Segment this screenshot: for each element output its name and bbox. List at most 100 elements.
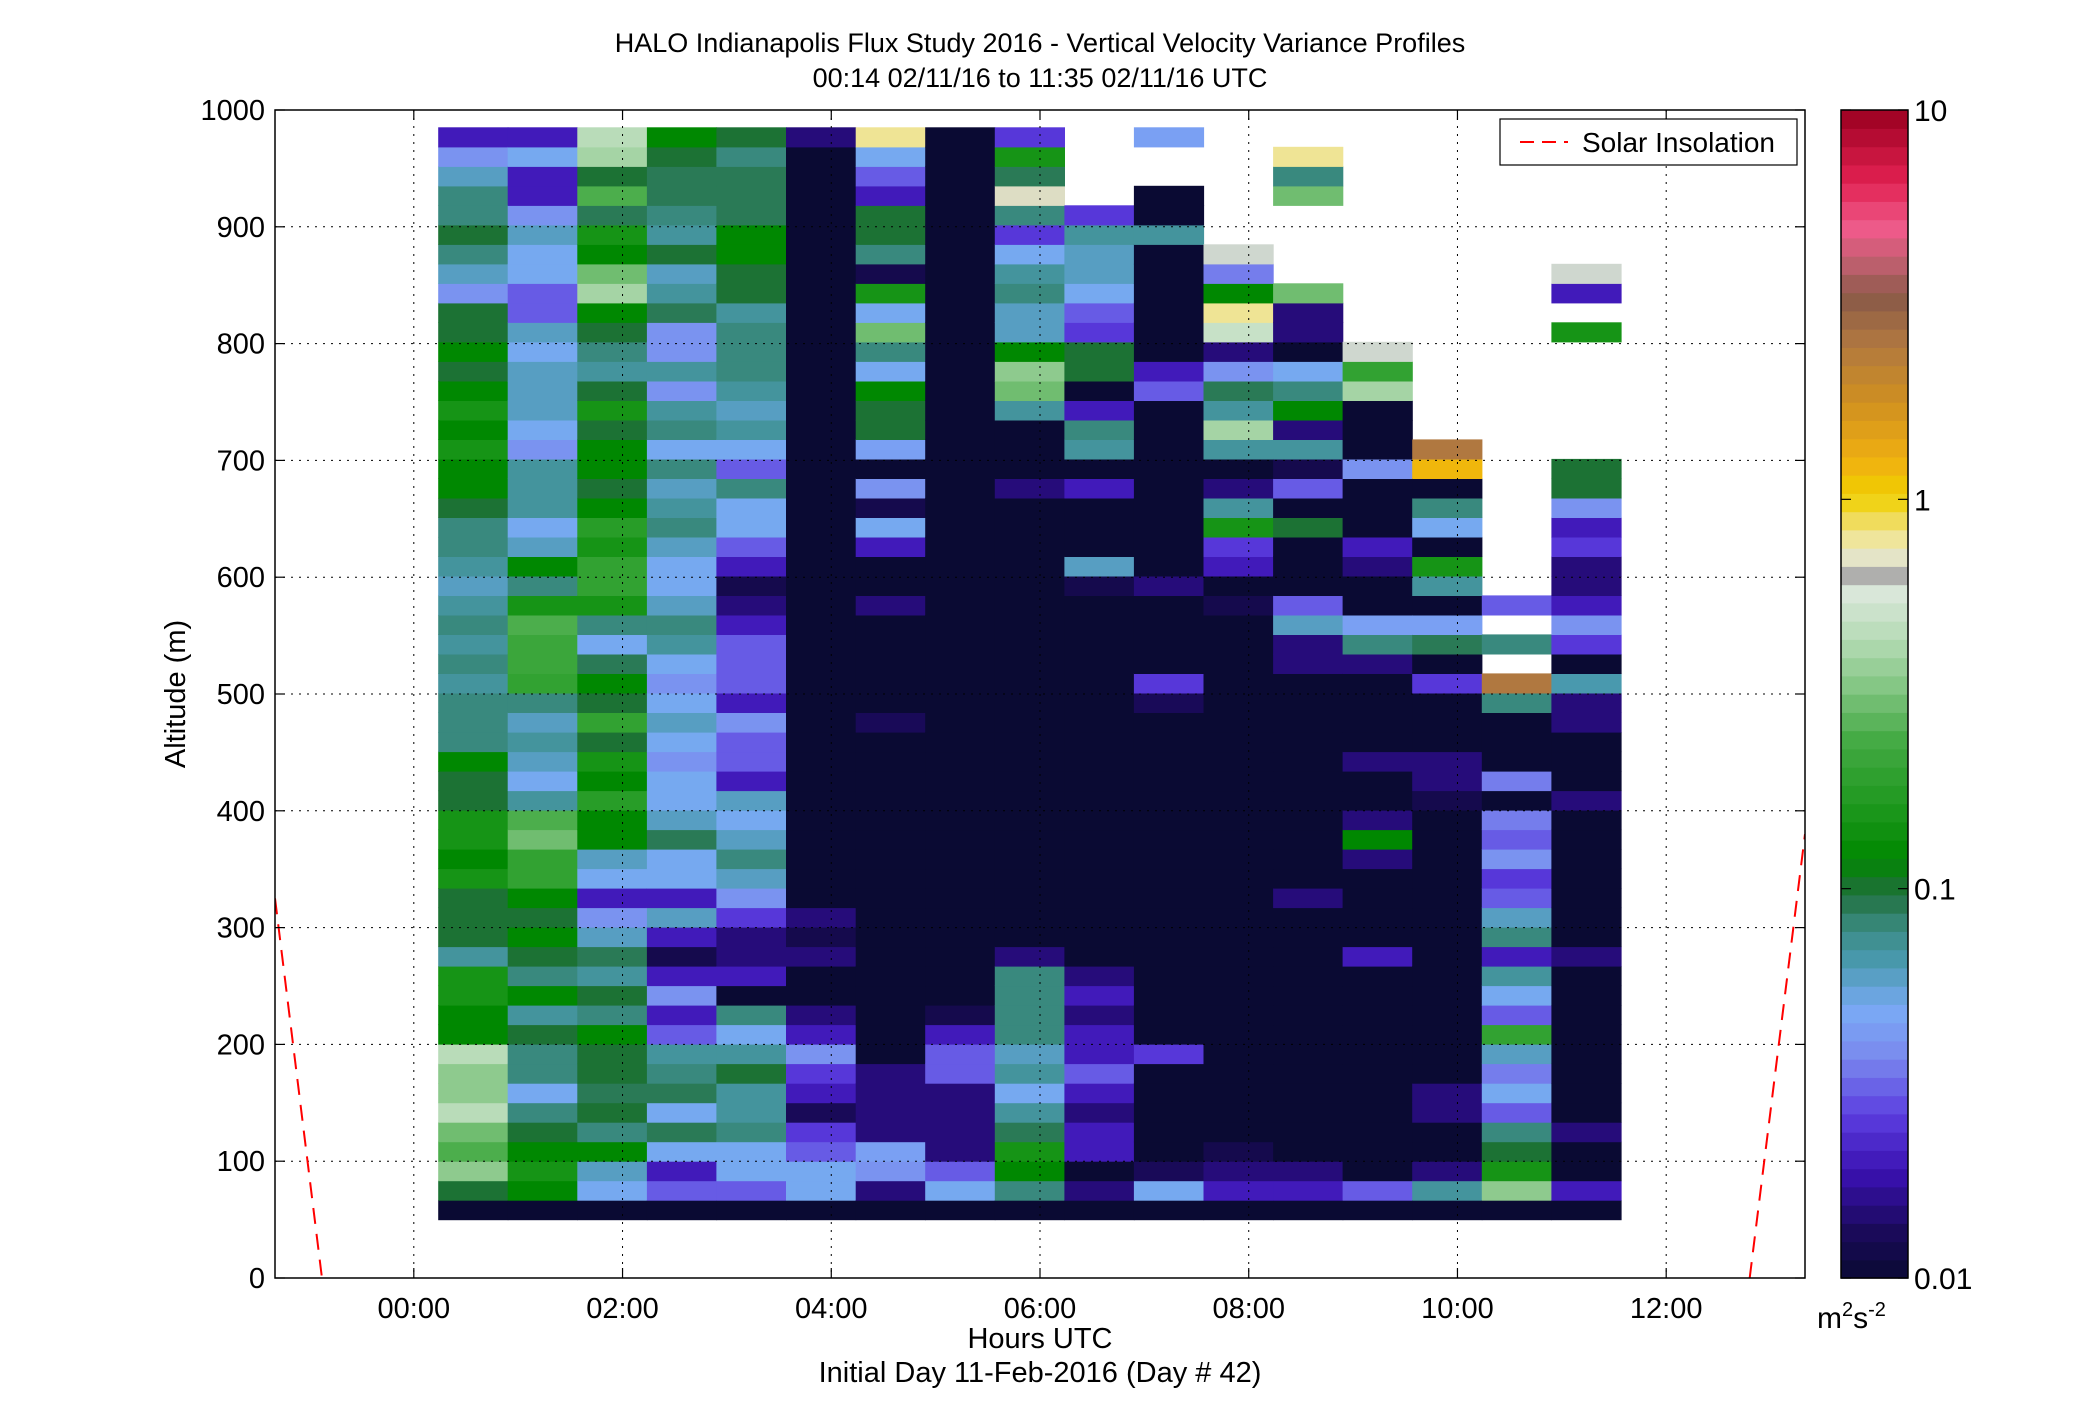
heatmap-cell xyxy=(646,946,718,967)
heatmap-cell xyxy=(716,946,787,967)
colorbar-step xyxy=(1841,1223,1908,1243)
heatmap-cell xyxy=(994,595,1065,616)
heatmap-cell xyxy=(646,458,718,479)
heatmap-cell xyxy=(1481,790,1552,811)
heatmap-cell xyxy=(1064,1141,1135,1162)
heatmap-cell xyxy=(855,732,926,753)
heatmap-cell xyxy=(1273,868,1344,889)
heatmap-cell xyxy=(577,497,648,518)
heatmap-cell xyxy=(716,790,787,811)
heatmap-cell xyxy=(646,166,718,187)
heatmap-cell xyxy=(577,439,648,460)
heatmap-cell xyxy=(994,302,1065,323)
heatmap-cell xyxy=(1203,927,1274,948)
heatmap-cell xyxy=(925,829,996,850)
heatmap-cell xyxy=(1273,966,1344,987)
heatmap-cell xyxy=(1064,1200,1135,1221)
heatmap-cell xyxy=(925,478,996,499)
heatmap-cell xyxy=(1412,790,1483,811)
heatmap-cell xyxy=(925,497,996,518)
heatmap-cell xyxy=(438,244,509,265)
heatmap-cell xyxy=(577,146,648,167)
heatmap-cell xyxy=(577,400,648,421)
heatmap-cell xyxy=(855,458,926,479)
heatmap-cell xyxy=(855,166,926,187)
heatmap-cell xyxy=(994,146,1065,167)
heatmap-cell xyxy=(1064,985,1135,1006)
colorbar-step xyxy=(1841,475,1908,494)
heatmap-cell xyxy=(577,634,648,655)
heatmap-cell xyxy=(1273,653,1344,674)
heatmap-cell xyxy=(716,771,787,792)
heatmap-cell xyxy=(1133,283,1205,304)
heatmap-cell xyxy=(716,712,787,733)
heatmap-cell xyxy=(646,810,718,831)
heatmap-cell xyxy=(1481,907,1552,928)
heatmap-cell xyxy=(438,712,509,733)
chart-title: HALO Indianapolis Flux Study 2016 - Vert… xyxy=(615,28,1465,58)
heatmap-cell xyxy=(716,458,787,479)
heatmap-cell xyxy=(1342,927,1413,948)
heatmap-cell xyxy=(1551,927,1622,948)
heatmap-cell xyxy=(925,185,996,206)
heatmap-cell xyxy=(1133,380,1205,401)
heatmap-cell xyxy=(438,771,509,792)
heatmap-cell xyxy=(577,575,648,596)
heatmap-cell xyxy=(1481,829,1552,850)
heatmap-cell xyxy=(786,1141,857,1162)
heatmap-cell xyxy=(646,927,718,948)
heatmap-cell xyxy=(786,1063,857,1084)
heatmap-cell xyxy=(855,380,926,401)
heatmap-cell xyxy=(646,771,718,792)
x-axis-label: Hours UTC xyxy=(967,1323,1112,1355)
colorbar-step xyxy=(1841,1186,1908,1206)
heatmap-cell xyxy=(1342,946,1413,967)
heatmap-cell xyxy=(577,966,648,987)
heatmap-cell xyxy=(925,419,996,440)
heatmap-cell xyxy=(1342,1122,1413,1143)
heatmap-cell xyxy=(1481,1024,1552,1045)
heatmap-cell xyxy=(577,127,648,148)
heatmap-cell xyxy=(925,868,996,889)
heatmap-cell xyxy=(1342,1200,1413,1221)
colorbar-step xyxy=(1841,183,1908,202)
heatmap-cell xyxy=(716,341,787,362)
heatmap-cell xyxy=(438,380,509,401)
heatmap-cell xyxy=(1064,1122,1135,1143)
heatmap-cell xyxy=(1064,1044,1135,1065)
heatmap-cell xyxy=(994,127,1065,148)
heatmap-cell xyxy=(716,400,787,421)
heatmap-cell xyxy=(507,1102,578,1123)
heatmap-cell xyxy=(1412,868,1483,889)
heatmap-cell xyxy=(1203,439,1274,460)
heatmap-cell xyxy=(1203,536,1274,557)
heatmap-cell xyxy=(716,536,787,557)
heatmap-cell xyxy=(438,1083,509,1104)
heatmap-cell xyxy=(855,1141,926,1162)
heatmap-cell xyxy=(1203,653,1274,674)
heatmap-cell xyxy=(1551,849,1622,870)
heatmap-cell xyxy=(646,185,718,206)
heatmap-cell xyxy=(1133,341,1205,362)
heatmap-cell xyxy=(577,224,648,245)
heatmap-cell xyxy=(716,614,787,635)
heatmap-cell xyxy=(1064,1180,1135,1201)
heatmap-cell xyxy=(1412,556,1483,577)
heatmap-cell xyxy=(1342,985,1413,1006)
heatmap-cell xyxy=(786,1044,857,1065)
heatmap-cell xyxy=(1551,1141,1622,1162)
heatmap-cell xyxy=(438,166,509,187)
heatmap-cell xyxy=(646,712,718,733)
heatmap-cell xyxy=(1203,634,1274,655)
heatmap-cell xyxy=(786,166,857,187)
heatmap-cell xyxy=(1412,517,1483,538)
heatmap-cell xyxy=(1273,439,1344,460)
heatmap-cell xyxy=(577,751,648,772)
heatmap-cell xyxy=(1273,888,1344,909)
heatmap-cell xyxy=(507,224,578,245)
heatmap-cell xyxy=(1412,1083,1483,1104)
heatmap-cell xyxy=(507,517,578,538)
heatmap-cell xyxy=(577,556,648,577)
heatmap-cell xyxy=(1064,302,1135,323)
heatmap-cell xyxy=(577,653,648,674)
